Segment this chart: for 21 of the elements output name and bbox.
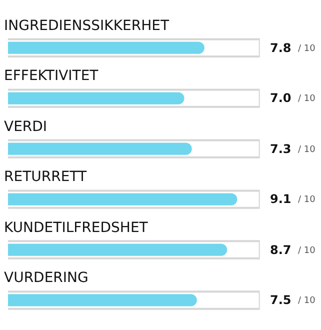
- bar: [8, 294, 197, 306]
- y-tick-label: INGREDIENSSIKKERHET: [4, 18, 170, 34]
- y-tick-label: EFFEKTIVITET: [4, 68, 99, 84]
- text: / 10: [298, 44, 316, 54]
- data-label: 7.0: [270, 91, 292, 105]
- data-label: 8.7: [270, 243, 292, 257]
- bar: [8, 142, 192, 155]
- text: / 10: [298, 145, 316, 155]
- text: / 10: [298, 296, 316, 306]
- y-tick-label: KUNDETILFREDSHET: [4, 220, 148, 236]
- data-label: 7.3: [270, 142, 292, 156]
- text: / 10: [298, 94, 316, 104]
- text: / 10: [298, 195, 316, 205]
- y-tick-label: VERDI: [4, 119, 48, 135]
- data-label: 7.8: [270, 41, 292, 55]
- text: / 10: [298, 246, 316, 256]
- data-label: 9.1: [270, 192, 292, 206]
- data-label: 7.5: [270, 293, 292, 307]
- y-tick-label: VURDERING: [4, 270, 88, 286]
- y-tick-label: RETURRETT: [4, 169, 87, 185]
- bar: [8, 92, 184, 104]
